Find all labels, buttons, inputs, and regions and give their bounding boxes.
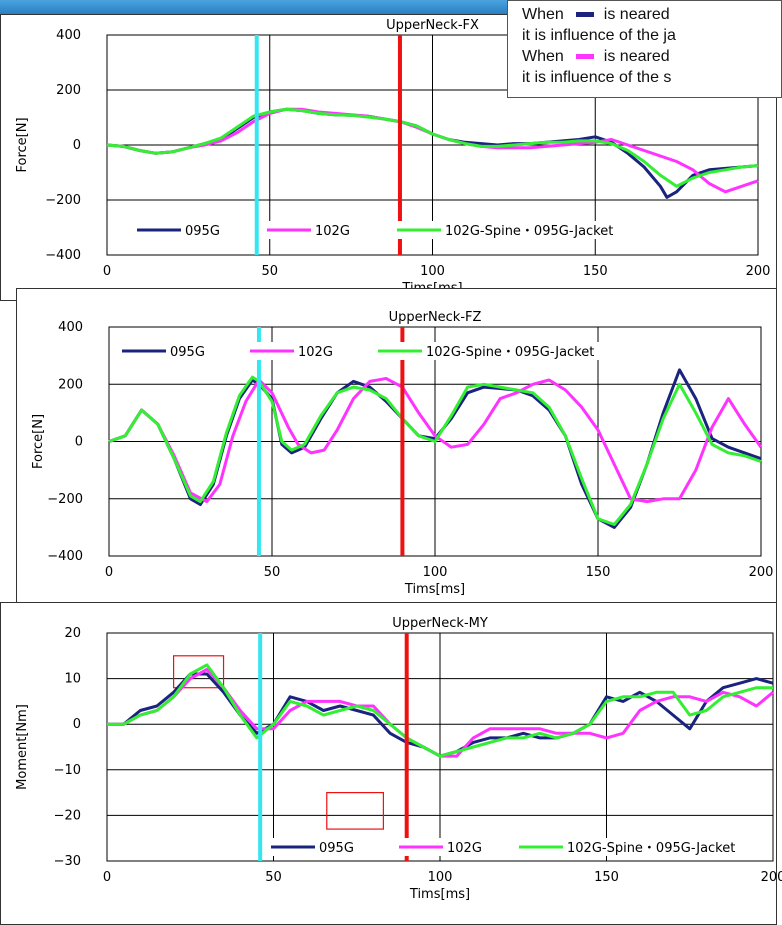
- x-tick-label: 0: [103, 264, 111, 279]
- x-tick-label: 100: [423, 565, 448, 580]
- legend-label: 102G: [298, 345, 333, 360]
- x-axis-label: Tims[ms]: [404, 582, 465, 597]
- legend-label: 102G-Spine・095G-Jacket: [567, 841, 735, 856]
- chart-title: UpperNeck-FX: [386, 18, 479, 33]
- chart-my: 0 50 100 150 20020100−10−20−30UpperNeck-MYTi…: [15, 616, 782, 902]
- x-tick-label: 50: [264, 565, 281, 580]
- note-line-4: it is influence of the s: [522, 69, 672, 86]
- note-line-1: When is neared: [522, 4, 781, 25]
- swatch-102g: [575, 54, 594, 60]
- note-line-3: When is neared: [522, 46, 781, 67]
- series-line: [107, 663, 773, 758]
- y-tick-label: −200: [47, 492, 83, 507]
- legend-bg: [393, 221, 621, 239]
- y-axis-label: Force[N]: [31, 414, 46, 469]
- legend-label: 095G: [170, 345, 205, 360]
- y-tick-label: −10: [54, 763, 81, 778]
- x-tick-label: 200: [746, 264, 771, 279]
- plot-area: [106, 632, 774, 862]
- chart-title: UpperNeck-FZ: [389, 310, 482, 325]
- chart-fx: 0501001502004002000−200−400UpperNeck-FXT…: [15, 18, 771, 296]
- x-axis-label: Tims[ms]: [409, 887, 470, 902]
- highlight-box: [173, 655, 225, 689]
- y-axis-label: Force[N]: [15, 117, 30, 172]
- y-tick-label: 400: [56, 28, 81, 43]
- note-when-2: When: [522, 48, 564, 65]
- x-tick-label: 0: [103, 870, 111, 885]
- y-tick-label: 0: [75, 435, 83, 450]
- x-tick-label: 100: [420, 264, 445, 279]
- swatch-095g: [575, 12, 594, 18]
- note-line-2: it is influence of the ja: [522, 27, 676, 44]
- chart-panel-my: 0 50 100 150 200 20 10 0 −10 −20 −30 UpperNeck-MY Ti…: [0, 602, 782, 925]
- legend-bg: [515, 838, 743, 856]
- legend-label: 102G: [447, 841, 482, 856]
- y-tick-label: 200: [56, 83, 81, 98]
- series-line: [106, 107, 759, 188]
- legend-label: 095G: [319, 841, 354, 856]
- y-tick-label: 200: [58, 377, 83, 392]
- series-line: [108, 377, 763, 504]
- annotation-note: When is neared it is influence of the ja …: [507, 0, 782, 98]
- series-line: [108, 375, 762, 526]
- y-tick-label: 10: [64, 672, 81, 687]
- chart-panel-fx: 0501001502004002000−200−400UpperNeck-FXT…: [0, 14, 777, 301]
- y-tick-label: 0: [73, 138, 81, 153]
- y-tick-label: −200: [45, 193, 81, 208]
- x-tick-label: 50: [265, 870, 282, 885]
- legend-label: 095G: [185, 224, 220, 239]
- chart-fz: 0 50 100 150 200 400 200 0 −200 −400 UpperNeck-FZ T…: [31, 310, 774, 597]
- y-axis-label: Moment[Nm]: [15, 704, 30, 790]
- x-tick-label: 50: [261, 264, 278, 279]
- highlight-box: [326, 792, 384, 830]
- y-tick-label: −400: [45, 248, 81, 263]
- y-tick-label: 0: [73, 717, 81, 732]
- x-tick-label: 150: [594, 870, 619, 885]
- y-tick-label: 20: [64, 626, 81, 641]
- note-when-1: When: [522, 6, 564, 23]
- chart-title: UpperNeck-MY: [392, 616, 488, 631]
- legend-label: 102G-Spine・095G-Jacket: [426, 345, 594, 360]
- note-neared-1: is neared: [603, 6, 670, 23]
- note-neared-2: is neared: [603, 48, 670, 65]
- legend-label: 102G-Spine・095G-Jacket: [445, 224, 613, 239]
- y-tick-label: −400: [47, 549, 83, 564]
- x-tick-label: 0: [105, 565, 113, 580]
- y-tick-label: −20: [54, 808, 81, 823]
- x-tick-label: 150: [586, 565, 611, 580]
- x-tick-label: 200: [749, 565, 774, 580]
- y-tick-label: 400: [58, 320, 83, 335]
- x-tick-label: 100: [428, 870, 453, 885]
- legend-label: 102G: [315, 224, 350, 239]
- x-tick-label: 200: [761, 870, 782, 885]
- chart-panel-fz: 0 50 100 150 200 400 200 0 −200 −400 UpperNeck-FZ T…: [16, 288, 777, 616]
- legend-bg: [374, 342, 602, 360]
- x-tick-label: 150: [583, 264, 608, 279]
- y-tick-label: −30: [54, 854, 81, 869]
